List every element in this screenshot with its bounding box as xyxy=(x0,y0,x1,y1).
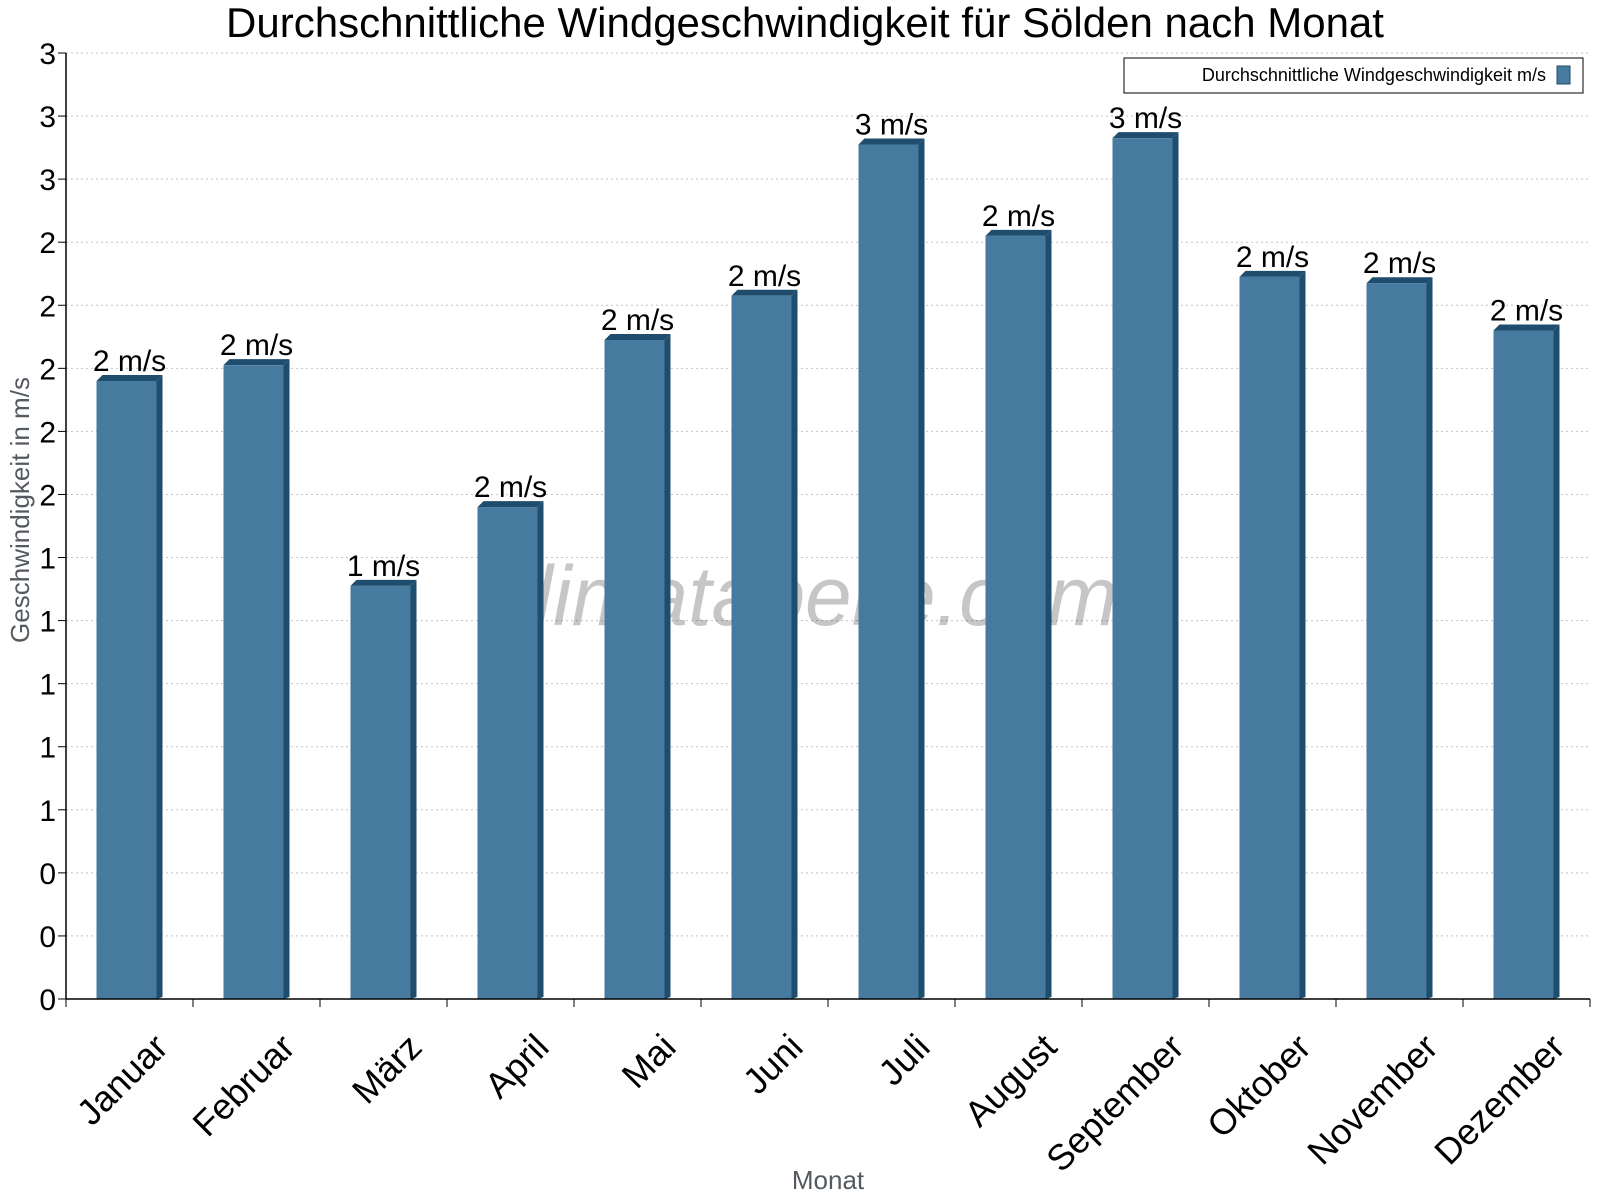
y-tick-label: 2 xyxy=(39,353,56,386)
y-axis-title: Geschwindigkeit in m/s xyxy=(5,377,35,643)
data-label: 2 m/s xyxy=(93,345,166,378)
y-tick-label: 3 xyxy=(39,101,56,134)
y-tick-label: 1 xyxy=(39,732,56,765)
bar-side xyxy=(156,374,163,999)
bar xyxy=(1366,283,1427,999)
axes xyxy=(58,52,1591,1007)
x-axis-title: Monat xyxy=(792,1165,865,1195)
data-label: 3 m/s xyxy=(855,108,928,141)
data-label: 2 m/s xyxy=(982,200,1055,233)
bar-side xyxy=(664,333,671,999)
bar-side xyxy=(1553,324,1560,999)
data-label: 2 m/s xyxy=(1236,241,1309,274)
x-tick-label: August xyxy=(956,1026,1064,1134)
bar-top xyxy=(350,579,417,586)
x-tick-label: November xyxy=(1299,1026,1445,1172)
bar-side xyxy=(1045,229,1052,1000)
bar xyxy=(985,235,1046,1000)
data-label: 2 m/s xyxy=(474,471,547,504)
bar-side xyxy=(918,138,925,1000)
bar xyxy=(604,339,665,999)
x-tick-label: Januar xyxy=(69,1026,176,1133)
bar-top xyxy=(731,289,798,296)
y-tick-label: 1 xyxy=(39,543,56,576)
bar-side xyxy=(1426,277,1433,999)
bar-top xyxy=(858,138,925,145)
y-tick-label: 0 xyxy=(39,921,56,954)
bar-side xyxy=(410,579,417,999)
bars xyxy=(96,132,1560,1000)
y-tick-label: 1 xyxy=(39,669,56,702)
data-label: 2 m/s xyxy=(1490,294,1563,327)
data-label: 2 m/s xyxy=(601,304,674,337)
x-tick-label: Juni xyxy=(735,1026,811,1102)
legend-label: Durchschnittliche Windgeschwindigkeit m/… xyxy=(1202,65,1546,85)
x-tick-label: Juli xyxy=(870,1026,937,1093)
bar-side xyxy=(791,289,798,1000)
y-tick-labels: 0 0 0 1 1 1 1 1 2 2 2 2 2 3 3 3 xyxy=(39,38,56,1017)
y-tick-label: 2 xyxy=(39,290,56,323)
data-label: 2 m/s xyxy=(728,260,801,293)
x-tick-label: Oktober xyxy=(1199,1026,1319,1146)
y-tick-label: 0 xyxy=(39,984,56,1017)
y-tick-label: 2 xyxy=(39,416,56,449)
bar-top xyxy=(1366,277,1433,284)
bar-side xyxy=(1172,132,1179,999)
y-tick-label: 1 xyxy=(39,606,56,639)
bar xyxy=(1112,138,1173,999)
legend-swatch xyxy=(1556,65,1571,85)
bar xyxy=(731,295,792,1000)
y-tick-label: 2 xyxy=(39,479,56,512)
bar-top xyxy=(985,229,1052,236)
bar-side xyxy=(1299,270,1306,999)
x-tick-labels: Januar Februar März April Mai Juni Juli AugustS… xyxy=(69,1026,1573,1180)
bar-top xyxy=(604,333,671,340)
bar xyxy=(223,365,284,999)
legend: Durchschnittliche Windgeschwindigkeit m/… xyxy=(1123,57,1584,94)
x-tick-label: September xyxy=(1038,1026,1192,1180)
bar xyxy=(1239,276,1300,999)
data-label: 3 m/s xyxy=(1109,102,1182,135)
gridlines xyxy=(66,52,1590,937)
bar xyxy=(858,144,919,1000)
bar-top xyxy=(223,359,290,366)
bar xyxy=(96,380,157,999)
bar-top xyxy=(1239,270,1306,277)
y-tick-label: 0 xyxy=(39,858,56,891)
bar-side xyxy=(283,359,290,999)
bar-side xyxy=(537,501,544,999)
bar xyxy=(477,507,538,999)
data-label: 1 m/s xyxy=(347,550,420,583)
data-label: 2 m/s xyxy=(1363,247,1436,280)
x-tick-label: Februar xyxy=(184,1026,302,1144)
bar-top xyxy=(477,501,544,508)
bar xyxy=(350,585,411,999)
x-tick-label: April xyxy=(477,1026,557,1106)
x-tick-label: März xyxy=(344,1026,430,1112)
data-label: 2 m/s xyxy=(220,329,293,362)
chart-title: Durchschnittliche Windgeschwindigkeit fü… xyxy=(226,0,1384,46)
bar-top xyxy=(96,374,163,381)
bar-top xyxy=(1493,324,1560,331)
y-tick-label: 1 xyxy=(39,795,56,828)
y-tick-label: 2 xyxy=(39,227,56,260)
y-tick-label: 3 xyxy=(39,38,56,71)
bar xyxy=(1493,330,1554,999)
x-tick-label: Dezember xyxy=(1426,1026,1572,1172)
data-labels: 2 m/s 2 m/s 1 m/s 2 m/s 2 m/s 2 m/s 3 m/s 2 m/s… xyxy=(93,102,1563,583)
y-tick-label: 3 xyxy=(39,164,56,197)
legend-box xyxy=(1123,57,1584,94)
x-tick-label: Mai xyxy=(614,1026,684,1096)
bar-top xyxy=(1112,132,1179,139)
